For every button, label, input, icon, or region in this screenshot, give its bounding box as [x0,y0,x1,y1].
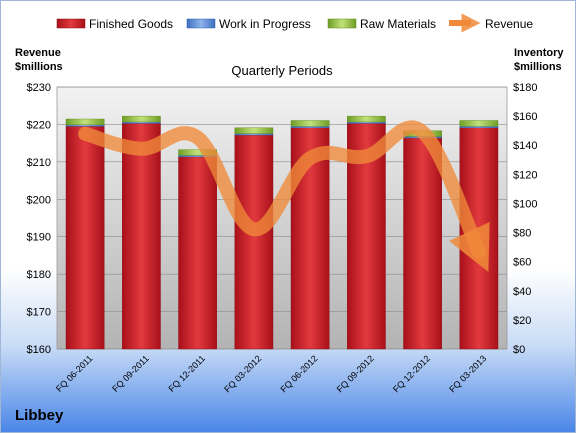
right-tick-label: $180 [513,82,537,94]
right-axis-title-line2: $millions [514,61,562,73]
legend: Finished Goods Work in Progress Raw Mate… [56,13,533,33]
legend-label-raw-materials: Raw Materials [360,17,436,31]
left-axis-title-line1: Revenue [15,47,61,59]
left-tick-label: $210 [27,157,51,169]
legend-swatch-finished-goods [56,18,86,29]
legend-item-finished-goods: Finished Goods [56,17,173,31]
bar-finished-goods-fq-03-2012 [234,134,274,350]
bar-raw-materials-fq-09-2012 [347,115,386,123]
bar-work-in-progress-fq-03-2012 [234,133,274,136]
bar-work-in-progress-fq-09-2012 [347,121,386,124]
bar-finished-goods-fq-12-2011 [178,156,217,350]
x-tick-label: FQ 03-2013 [447,353,488,394]
bar-raw-materials-fq-09-2011 [122,115,161,123]
x-tick-label: FQ 06-2012 [279,353,320,394]
left-tick-label: $190 [27,232,51,244]
bar-raw-materials-fq-06-2011 [65,118,105,126]
right-tick-label: $40 [513,286,531,298]
bar-raw-materials-fq-03-2013 [459,120,499,127]
left-tick-label: $200 [27,194,51,206]
legend-item-raw-materials: Raw Materials [327,17,436,31]
revenue-line-layer [78,120,490,272]
left-tick-label: $220 [27,119,51,131]
legend-swatch-work-in-progress [186,18,216,29]
bar-work-in-progress-fq-03-2013 [459,126,499,128]
legend-item-work-in-progress: Work in Progress [186,17,311,31]
x-tick-label: FQ 12-2012 [391,353,432,394]
x-tick-label: FQ 06-2011 [54,353,95,394]
x-tick-label: FQ 03-2012 [222,353,263,394]
legend-label-work-in-progress: Work in Progress [219,17,311,31]
right-tick-label: $80 [513,228,531,240]
x-tick-label: FQ 09-2011 [110,353,151,394]
left-tick-label: $160 [27,344,51,356]
right-tick-label: $120 [513,169,537,181]
left-axis-ticks: $160 $170 $180 $190 $200 $210 $220 $230 [27,82,51,356]
bar-finished-goods-fq-06-2011 [65,126,105,350]
x-tick-label: FQ 09-2012 [335,353,376,394]
right-tick-label: $160 [513,111,537,123]
bar-raw-materials-fq-03-2012 [234,127,274,134]
legend-label-revenue: Revenue [485,17,533,31]
right-tick-label: $140 [513,140,537,152]
bar-finished-goods-fq-12-2012 [403,137,442,350]
chart-title: Quarterly Periods [231,63,333,78]
company-name: Libbey [15,407,64,424]
left-axis-title-line2: $millions [15,61,63,73]
left-tick-label: $230 [27,82,51,94]
right-tick-label: $60 [513,257,531,269]
legend-item-revenue: Revenue [449,13,533,33]
legend-label-finished-goods: Finished Goods [89,17,173,31]
legend-swatch-raw-materials [327,18,357,29]
right-tick-label: $100 [513,198,537,210]
bar-work-in-progress-fq-06-2012 [290,126,330,128]
left-tick-label: $180 [27,269,51,281]
right-axis-title-line1: Inventory [514,47,564,59]
bars [65,115,499,350]
bar-finished-goods-fq-09-2011 [122,123,161,350]
bar-work-in-progress-fq-09-2011 [122,121,161,124]
x-tick-label: FQ 12-2011 [166,353,207,394]
right-tick-label: $20 [513,315,531,327]
x-axis-ticks: FQ 06-2011 FQ 09-2011 FQ 12-2011 FQ 03-2012… [54,353,488,394]
revenue-line [78,120,490,272]
left-tick-label: $170 [27,307,51,319]
right-axis-ticks: $0 $20 $40 $60 $80 $100 $120 $140 $160 $180 [513,82,537,356]
right-tick-label: $0 [513,344,525,356]
bar-work-in-progress-fq-06-2011 [65,124,105,127]
bar-raw-materials-fq-06-2012 [290,120,330,127]
